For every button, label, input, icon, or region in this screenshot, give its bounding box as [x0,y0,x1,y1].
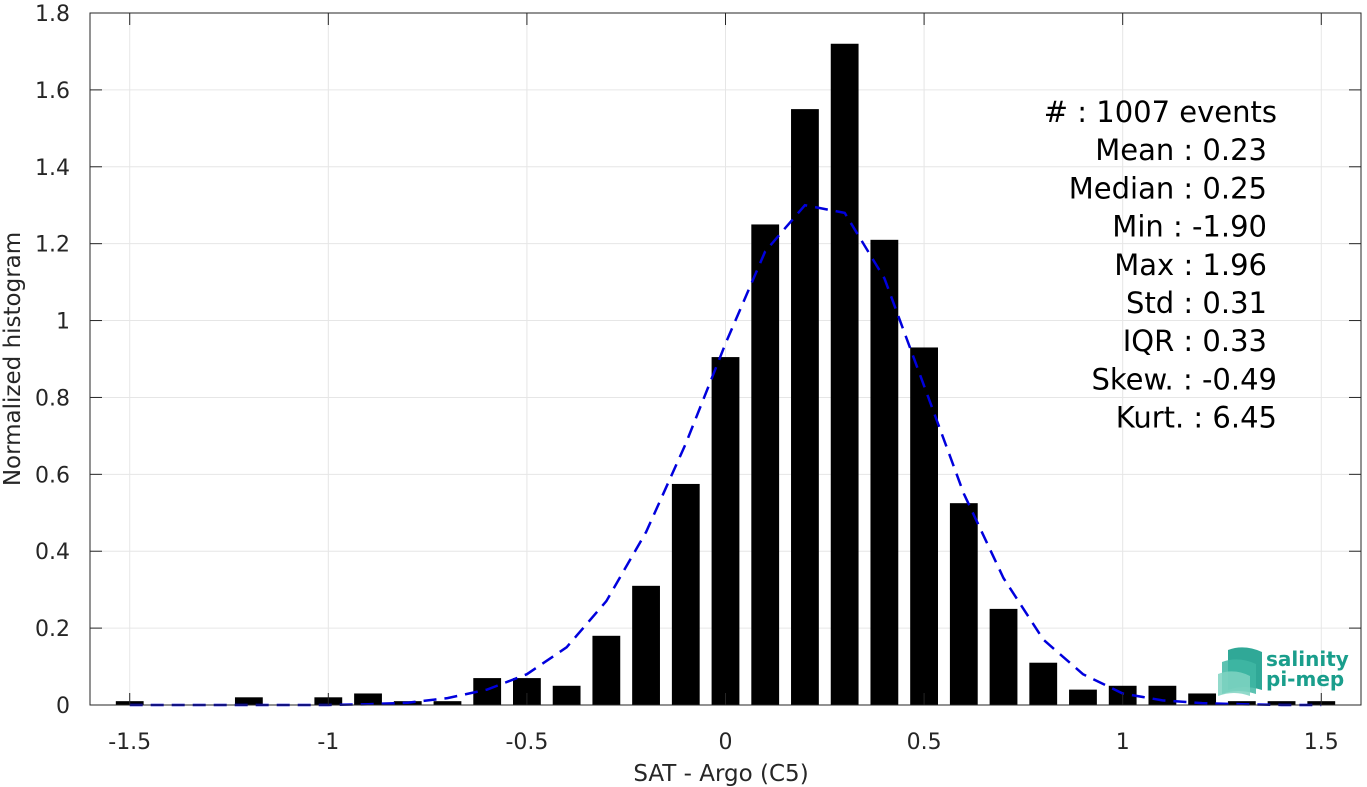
salinity-pi-mep-logo: salinity pi-mep [1218,647,1349,696]
x-axis-label: SAT - Argo (C5) [633,761,808,787]
histogram-bar [711,357,740,705]
histogram-bar [1148,685,1177,705]
x-tick-label: -0.5 [505,730,548,755]
y-tick-label: 0 [56,694,70,719]
stats-line: Mean : 0.23 [1095,133,1267,167]
histogram-bar [1069,689,1097,705]
stats-line: Max : 1.96 [1114,248,1267,282]
y-tick-label: 0.2 [35,617,70,642]
stats-line: Std : 0.31 [1126,286,1267,320]
histogram-bars [115,43,1336,706]
logo-text-line1: salinity [1266,647,1349,671]
histogram-bar [1188,693,1217,705]
logo-text-line2: pi-mep [1266,667,1344,691]
stats-line: Min : -1.90 [1112,210,1267,244]
y-axis-label: Normalized histogram [0,232,26,486]
y-tick-label: 1.8 [35,2,70,27]
x-tick-label: 1 [1116,730,1130,755]
histogram-bar [949,503,978,705]
y-tick-label: 0.4 [35,540,70,565]
x-tick-label: 1.5 [1304,730,1339,755]
histogram-bar [1267,701,1296,705]
stats-line: IQR : 0.33 [1123,324,1267,358]
histogram-bar [910,347,938,705]
histogram-bar [989,608,1018,705]
y-tick-label: 1 [56,310,70,335]
histogram-bar [671,483,700,705]
y-tick-label: 1.2 [35,233,70,258]
y-tick-label: 0.6 [35,463,70,488]
stats-line: Kurt. : 6.45 [1116,401,1277,435]
stats-line: Skew. : -0.49 [1091,362,1277,396]
histogram-bar [433,701,462,705]
x-tick-label: -1 [317,730,339,755]
histogram-bar [354,693,382,705]
stats-line: # : 1007 events [1044,95,1277,129]
wave-logo-icon [1218,647,1262,696]
x-tick-labels: -1.5 -1 -0.5 0 0.5 1 1.5 [108,730,1339,755]
axes-box [89,12,1362,706]
stats-annotation: # : 1007 events Mean : 0.23 Median : 0.25 M… [1044,95,1277,435]
histogram-bar [1029,662,1058,705]
y-tick-labels: 0 0.2 0.4 0.6 0.8 1 1.2 1.4 1.6 1.8 [35,2,70,719]
histogram-bar [234,697,263,705]
histogram-bar [751,224,780,705]
x-tick-label: -1.5 [108,730,151,755]
y-tick-label: 1.6 [35,79,70,104]
histogram-bar [791,109,819,706]
y-tick-label: 1.4 [35,156,70,181]
x-tick-label: 0.5 [907,730,942,755]
histogram-bar [552,685,581,705]
stats-line: Median : 0.25 [1069,171,1267,205]
histogram-bar [830,43,859,705]
histogram-bar [592,635,621,705]
histogram-bar [632,585,660,705]
histogram-bar [870,239,899,706]
x-tick-label: 0 [719,730,733,755]
y-tick-label: 0.8 [35,386,70,411]
histogram-bar [473,678,502,705]
